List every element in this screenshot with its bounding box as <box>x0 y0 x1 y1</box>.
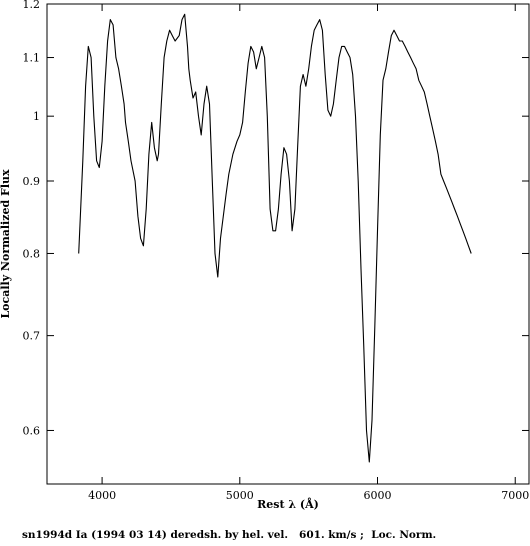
y-tick-label: 1 <box>33 110 40 123</box>
x-axis-ticks: 4000 5000 6000 7000 <box>88 4 529 502</box>
y-tick-label: 0.7 <box>23 330 41 343</box>
y-tick-label: 1.1 <box>23 52 41 65</box>
x-tick-label: 4000 <box>88 489 116 502</box>
x-tick-label: 7000 <box>501 489 529 502</box>
flux-series-line <box>78 13 472 463</box>
chart-caption: sn1994d Ia (1994 03 14) deredsh. by hel.… <box>22 529 436 541</box>
x-tick-label: 6000 <box>364 489 392 502</box>
y-axis-ticks: 0.6 0.7 0.8 0.9 1 1.1 1.2 <box>23 0 529 437</box>
plot-frame <box>46 3 530 485</box>
x-axis-label: Rest λ (Å) <box>257 497 319 511</box>
y-tick-label: 1.2 <box>23 0 41 11</box>
x-tick-label: 5000 <box>226 489 254 502</box>
y-tick-label: 0.8 <box>23 247 41 260</box>
y-axis-label: Locally Normalized Flux <box>0 169 12 319</box>
y-tick-label: 0.9 <box>23 175 41 188</box>
y-tick-label: 0.6 <box>23 424 41 437</box>
